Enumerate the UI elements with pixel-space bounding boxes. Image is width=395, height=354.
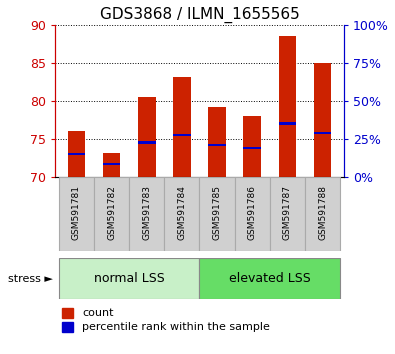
Bar bbox=[270, 177, 305, 251]
Legend: count, percentile rank within the sample: count, percentile rank within the sample bbox=[61, 307, 271, 333]
Bar bbox=[199, 258, 340, 299]
Text: stress ►: stress ► bbox=[8, 274, 53, 284]
Text: GSM591787: GSM591787 bbox=[283, 185, 292, 240]
Bar bbox=[59, 177, 94, 251]
Bar bbox=[243, 147, 261, 149]
Text: normal LSS: normal LSS bbox=[94, 272, 165, 285]
Bar bbox=[314, 63, 331, 177]
Bar bbox=[68, 131, 85, 177]
Text: GSM591788: GSM591788 bbox=[318, 185, 327, 240]
Bar bbox=[138, 141, 156, 144]
Bar bbox=[103, 153, 120, 177]
Text: GSM591781: GSM591781 bbox=[72, 185, 81, 240]
Bar bbox=[173, 134, 191, 137]
Text: GSM591784: GSM591784 bbox=[177, 185, 186, 240]
Bar bbox=[243, 116, 261, 177]
Bar bbox=[278, 122, 296, 125]
Text: GSM591785: GSM591785 bbox=[213, 185, 222, 240]
Text: elevated LSS: elevated LSS bbox=[229, 272, 311, 285]
Bar bbox=[208, 107, 226, 177]
Bar bbox=[129, 177, 164, 251]
Text: GSM591786: GSM591786 bbox=[248, 185, 257, 240]
Bar bbox=[68, 153, 85, 155]
Bar bbox=[305, 177, 340, 251]
Bar bbox=[314, 132, 331, 134]
Title: GDS3868 / ILMN_1655565: GDS3868 / ILMN_1655565 bbox=[100, 7, 299, 23]
Text: GSM591782: GSM591782 bbox=[107, 185, 116, 240]
Bar bbox=[199, 177, 235, 251]
Bar bbox=[59, 258, 199, 299]
Bar bbox=[138, 97, 156, 177]
Bar bbox=[278, 36, 296, 177]
Bar bbox=[103, 163, 120, 165]
Bar bbox=[94, 177, 129, 251]
Bar bbox=[208, 144, 226, 146]
Bar bbox=[164, 177, 199, 251]
Bar bbox=[173, 76, 191, 177]
Bar bbox=[235, 177, 270, 251]
Text: GSM591783: GSM591783 bbox=[142, 185, 151, 240]
